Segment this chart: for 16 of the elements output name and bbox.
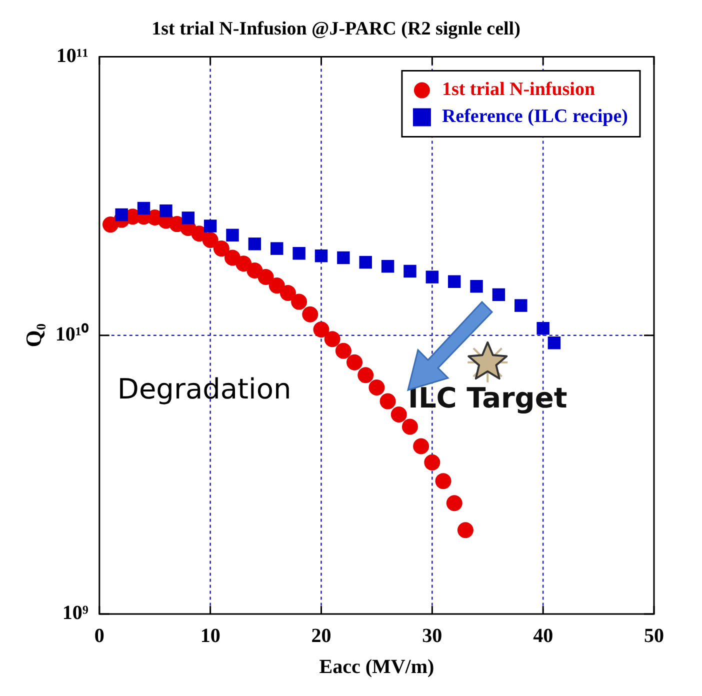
x-tick-label: 20 (311, 625, 332, 648)
x-axis-title: Eacc (MV/m) (319, 656, 434, 678)
y-axis-title: Q₀ (20, 323, 46, 348)
x-tick-label: 40 (533, 625, 554, 648)
legend-label: 1st trial N-infusion (442, 79, 596, 100)
legend-label: Reference (ILC recipe) (442, 106, 628, 128)
annotation: Degradation (117, 372, 292, 406)
x-tick-label: 0 (94, 625, 104, 648)
x-tick-label: 50 (644, 625, 664, 648)
chart-title: 1st trial N-Infusion @J-PARC (R2 signle cell) (152, 18, 520, 40)
y-tick-label: 10¹¹ (56, 44, 88, 67)
y-tick-label: 10⁹ (62, 602, 88, 624)
annotation: ILC Target (408, 382, 568, 415)
y-tick-label: 10¹⁰ (55, 322, 88, 346)
x-tick-label: 30 (422, 625, 442, 648)
x-tick-label: 10 (200, 625, 220, 648)
